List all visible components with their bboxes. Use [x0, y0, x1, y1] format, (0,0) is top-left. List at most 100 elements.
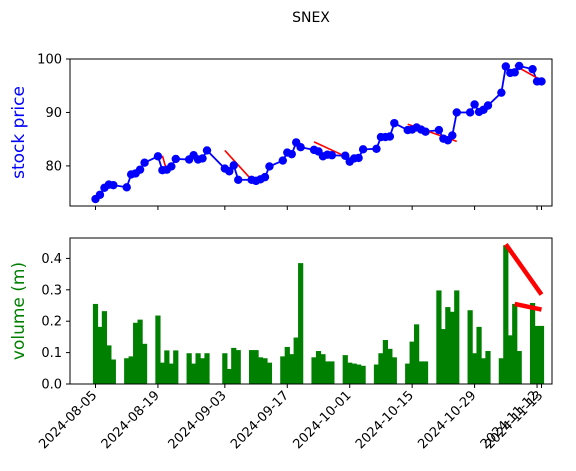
volume-bar	[378, 353, 384, 384]
volume-trend-segment	[503, 242, 544, 296]
volume-bar	[222, 353, 228, 384]
volume-bar	[480, 358, 487, 384]
volume-bar	[257, 357, 264, 384]
volume-bar	[92, 303, 99, 384]
price-trend-segment	[224, 149, 253, 181]
volume-bar	[329, 361, 335, 384]
price-point	[225, 167, 234, 176]
volume-bar	[133, 322, 139, 384]
price-point	[153, 152, 163, 161]
price-y-label: stock price	[9, 86, 29, 179]
volume-bar	[512, 303, 518, 384]
price-point	[434, 125, 444, 135]
volume-bar	[347, 362, 353, 384]
volume-bar	[155, 315, 161, 384]
volume-bar	[472, 353, 478, 384]
volume-bar	[422, 361, 429, 384]
volume-bar	[284, 346, 290, 384]
volume-bar	[128, 356, 134, 384]
price-point	[234, 175, 243, 185]
volume-bar	[101, 311, 108, 384]
volume-trend-segment	[514, 301, 542, 312]
price-point	[198, 154, 207, 163]
volume-bar	[436, 290, 442, 384]
volume-bar	[445, 307, 451, 384]
price-point	[528, 64, 537, 74]
x-tick-label: 2024-10-01	[291, 388, 355, 452]
price-y-tick-label: 90	[45, 106, 62, 121]
price-point	[372, 144, 381, 153]
price-point	[390, 118, 399, 128]
volume-bar	[449, 311, 455, 384]
volume-y-tick-label: 0.1	[41, 346, 62, 361]
volume-bar	[191, 363, 197, 384]
price-point	[358, 145, 368, 154]
volume-bar	[186, 353, 192, 384]
volume-bar	[485, 351, 491, 384]
price-axes-frame	[69, 58, 553, 207]
volume-bar	[534, 325, 540, 384]
price-point	[265, 162, 274, 171]
volume-bar	[440, 329, 446, 384]
price-panel: 80 90 100 stock price	[9, 53, 553, 210]
volume-bar	[141, 343, 148, 384]
price-point	[354, 153, 363, 163]
volume-bar	[280, 356, 286, 384]
price-point	[229, 161, 238, 170]
volume-axes-frame	[69, 237, 553, 385]
price-point	[341, 151, 350, 160]
volume-bar	[503, 245, 509, 384]
volume-bar	[204, 353, 210, 384]
price-point	[327, 151, 337, 160]
volume-bar	[476, 326, 482, 384]
price-point	[537, 77, 546, 86]
price-y-tick-label: 80	[45, 159, 62, 174]
volume-bar	[382, 340, 388, 384]
price-line-segment	[500, 66, 507, 93]
price-point	[385, 132, 395, 141]
volume-bar	[360, 365, 366, 384]
price-point	[296, 143, 305, 152]
volume-bar	[498, 358, 504, 384]
price-point	[171, 154, 180, 164]
volume-bar	[373, 364, 380, 384]
volume-bar	[97, 326, 103, 384]
volume-bar	[320, 354, 326, 384]
volume-bar	[110, 359, 116, 384]
volume-y-label: volume (m)	[9, 262, 29, 360]
price-point	[140, 158, 149, 167]
volume-y-tick-label: 0.3	[41, 283, 62, 298]
x-tick-label: 2024-10-15	[353, 388, 417, 452]
price-trend-segment	[313, 141, 346, 158]
volume-bar	[106, 345, 112, 384]
price-point	[470, 100, 479, 109]
volume-bar	[298, 263, 304, 384]
x-tick-label: 2024-09-03	[166, 388, 230, 452]
volume-bar	[293, 337, 299, 384]
volume-bar	[226, 368, 232, 384]
volume-bar	[507, 335, 513, 384]
volume-bar	[168, 363, 174, 384]
volume-bar	[253, 350, 259, 384]
price-point	[167, 162, 176, 171]
volume-bar	[414, 324, 420, 384]
price-point	[510, 68, 519, 77]
volume-y-tick-label: 0.4	[41, 252, 62, 267]
chart-title: SNEX	[292, 10, 330, 26]
price-point	[260, 172, 270, 182]
volume-bar	[249, 350, 255, 384]
price-y-tick-label: 100	[37, 53, 62, 68]
volume-bar	[195, 353, 201, 384]
volume-bar	[159, 362, 165, 384]
volume-bar	[231, 347, 237, 384]
x-tick-label: 2024-08-05	[36, 388, 100, 452]
price-point	[202, 146, 212, 155]
volume-y-tick-label: 0.2	[41, 315, 62, 330]
price-point	[515, 61, 524, 71]
x-tick-label: 2024-11-13	[482, 388, 546, 452]
volume-bar	[289, 354, 295, 384]
volume-y-tick-label: 0.0	[41, 378, 62, 393]
price-point	[452, 108, 461, 117]
